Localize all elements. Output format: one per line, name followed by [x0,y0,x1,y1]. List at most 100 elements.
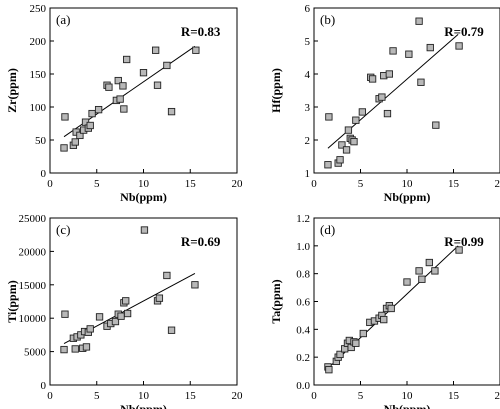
data-point [418,275,426,283]
y-tick-label: 25000 [19,213,47,225]
chart-panel-4: 0 5 10 15 20 0.0 0.2 0.4 0.6 0.8 1.0 1.2 Nb(ppm) Ta(p… [269,213,500,409]
y-tick-label: 0.6 [296,297,310,309]
data-point [192,46,200,54]
data-point [95,313,104,321]
data-point [61,310,69,318]
y-tick-label: 15000 [19,280,47,292]
x-tick-label: 20 [495,390,500,402]
data-point [60,144,68,152]
y-tick-label: 2 [305,135,311,147]
x-tick-label: 15 [448,390,460,402]
x-tick-label: 5 [94,390,100,402]
data-point [342,146,351,154]
data-point [114,76,122,85]
x-tick-label: 0 [311,390,317,402]
data-point [344,126,353,134]
y-tick-label: 150 [30,69,47,81]
data-point [387,304,395,313]
data-point [167,326,176,334]
x-tick-label: 10 [138,390,150,402]
data-point [325,366,333,374]
x-tick-label: 0 [47,178,53,190]
y-tick-label: 10000 [19,313,47,325]
data-point [61,113,69,121]
data-point [119,82,127,90]
data-point [76,131,84,140]
data-point [389,47,397,55]
y-axis-label: Ta(ppm) [269,279,283,323]
y-axis-label: Ti(ppm) [5,280,19,322]
data-point [167,107,176,116]
y-tick-label: 0.2 [296,352,310,364]
data-point [359,329,367,338]
correlation-label: R=0.79 [444,24,484,39]
x-tick-label: 5 [94,178,100,190]
x-tick-label: 0 [311,178,317,190]
data-point [358,108,367,116]
data-point [111,317,120,326]
data-point [380,315,388,324]
data-point [140,226,149,234]
data-point [432,121,440,129]
y-tick-label: 4 [305,69,311,81]
x-axis-label: Nb(ppm) [384,402,431,409]
data-point [123,309,132,318]
panel-label: (b) [320,12,335,27]
data-point [153,81,162,89]
data-point [71,138,79,146]
y-tick-label: 5 [305,36,311,48]
data-point [94,105,103,114]
y-tick-label: 0 [41,380,47,392]
x-tick-label: 10 [138,178,150,190]
data-point [352,116,360,124]
data-point [415,17,423,25]
data-point [383,109,392,118]
y-tick-label: 1.0 [296,241,310,253]
data-point [426,43,434,52]
data-point [325,113,333,121]
y-axis-label: Hf(ppm) [269,68,283,113]
data-point [123,55,131,64]
chart-panel-3: 0 5 10 15 20 0 5000 10000 15000 20000 25000 Nb(ppm)… [5,213,243,409]
data-point [415,267,423,275]
x-tick-label: 0 [47,390,53,402]
data-point [71,345,79,353]
x-tick-label: 5 [358,390,364,402]
data-point [350,137,358,146]
data-point [152,46,160,54]
data-point [352,339,360,347]
chart-panel-2: 0 5 10 15 20 1 2 3 4 5 6 Nb(ppm) Hf(ppm) (b) R=0.79 [269,3,500,204]
correlation-label: R=0.83 [181,24,221,39]
data-point [139,69,148,77]
data-point [385,70,393,78]
y-tick-label: 6 [305,3,311,15]
y-tick-label: 200 [30,36,47,48]
x-tick-label: 10 [402,390,414,402]
data-point [105,83,113,91]
data-point [368,75,377,83]
x-axis-label: Nb(ppm) [120,190,167,204]
y-tick-label: 0 [41,168,47,180]
panel-label: (a) [56,12,70,27]
data-point [117,312,125,320]
data-point [455,42,463,50]
data-point [336,156,344,164]
x-tick-label: 20 [495,178,500,190]
x-tick-label: 5 [358,178,364,190]
y-tick-label: 1.2 [296,213,310,225]
data-point [88,109,96,118]
data-point [86,121,94,130]
data-point [405,50,413,58]
y-tick-label: 0.8 [296,269,310,281]
data-point [82,343,91,351]
data-point [403,278,411,286]
data-point [120,105,128,113]
data-point [116,95,124,103]
x-tick-label: 15 [185,178,197,190]
data-point [60,345,68,354]
x-tick-label: 15 [448,178,460,190]
x-axis-label: Nb(ppm) [384,190,431,204]
data-point [417,78,425,86]
panel-label: (d) [320,222,335,237]
